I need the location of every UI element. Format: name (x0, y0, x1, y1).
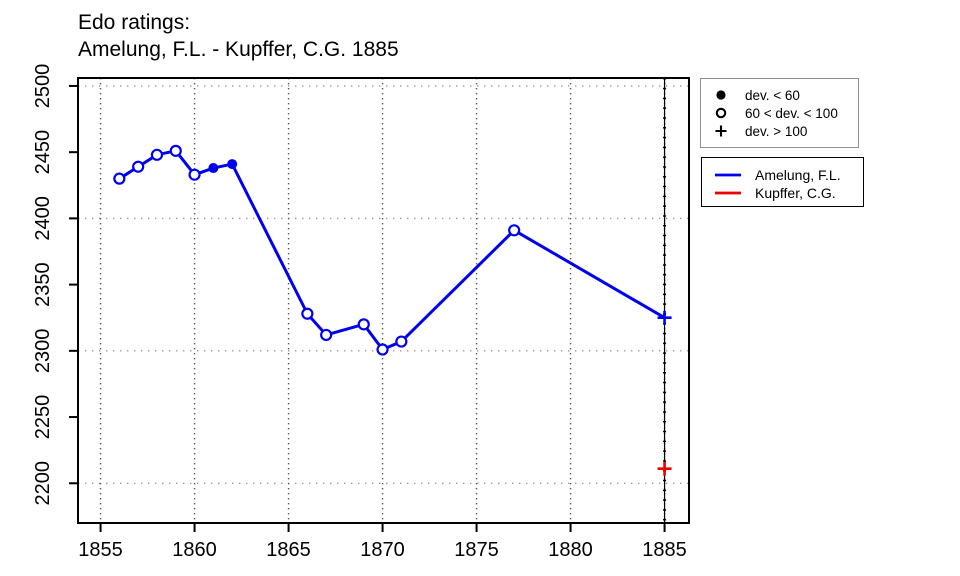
series-legend-label: Kupffer, C.G. (755, 185, 836, 201)
series-legend-box: Amelung, F.L. Kupffer, C.G. (701, 157, 864, 207)
series-legend-label: Amelung, F.L. (755, 167, 841, 183)
series-legend-row-amelung: Amelung, F.L. (714, 166, 863, 184)
marker-legend-box: dev. < 60 60 < dev. < 100 dev. > 100 (700, 78, 859, 148)
marker-legend-row-dev-lt-60: dev. < 60 (714, 86, 858, 104)
plus-icon (715, 125, 727, 137)
x-axis-tick-label: 1855 (78, 539, 123, 561)
marker-legend-label: dev. < 60 (745, 87, 800, 103)
data-point-filled (227, 159, 238, 170)
data-point-filled (208, 163, 219, 174)
y-axis-tick-label: 2450 (32, 130, 54, 175)
x-axis-tick-label: 1880 (548, 539, 593, 561)
filled-circle-icon (716, 90, 726, 100)
marker-legend-row-dev-gt-100: dev. > 100 (714, 122, 858, 140)
chart-title-line2: Amelung, F.L. - Kupffer, C.G. 1885 (78, 38, 399, 61)
x-axis-tick-label: 1860 (172, 539, 217, 561)
series-legend-row-kupffer: Kupffer, C.G. (714, 184, 863, 202)
data-point-open (320, 328, 333, 342)
x-axis-tick-label: 1870 (360, 539, 405, 561)
data-point-open (150, 148, 164, 161)
open-circle-icon (715, 107, 727, 119)
chart-title-line1: Edo ratings: (78, 11, 191, 34)
x-axis-tick-label: 1865 (266, 539, 311, 561)
data-point-open (376, 343, 389, 356)
data-point-open (132, 160, 145, 173)
data-point-open (357, 318, 370, 331)
data-point-open (508, 224, 521, 237)
data-point-open (169, 144, 182, 157)
marker-legend-label: 60 < dev. < 100 (745, 105, 838, 121)
data-point-open (113, 172, 126, 185)
y-axis-tick-label: 2400 (32, 196, 54, 241)
x-axis-tick-label: 1875 (454, 539, 499, 561)
data-point-open (188, 168, 201, 181)
marker-legend-label: dev. > 100 (745, 123, 808, 139)
x-axis-tick-label: 1885 (642, 539, 687, 561)
y-axis-tick-label: 2500 (32, 64, 54, 109)
y-axis-tick-label: 2200 (32, 461, 54, 506)
data-point-open (395, 335, 408, 348)
y-axis-tick-label: 2300 (32, 329, 54, 374)
y-axis-tick-label: 2350 (32, 262, 54, 307)
chart-title: Edo ratings: Amelung, F.L. - Kupffer, C.… (78, 9, 399, 63)
marker-legend-row-dev-60-100: 60 < dev. < 100 (714, 104, 858, 122)
data-point-open (301, 307, 314, 320)
kupffer-line-swatch-icon (715, 191, 741, 195)
data-point-plus (657, 461, 672, 476)
y-axis-tick-label: 2250 (32, 395, 54, 440)
plot-frame (77, 77, 690, 524)
series-line (118, 149, 666, 352)
amelung-line-swatch-icon (715, 173, 741, 177)
data-point-plus (657, 310, 672, 325)
